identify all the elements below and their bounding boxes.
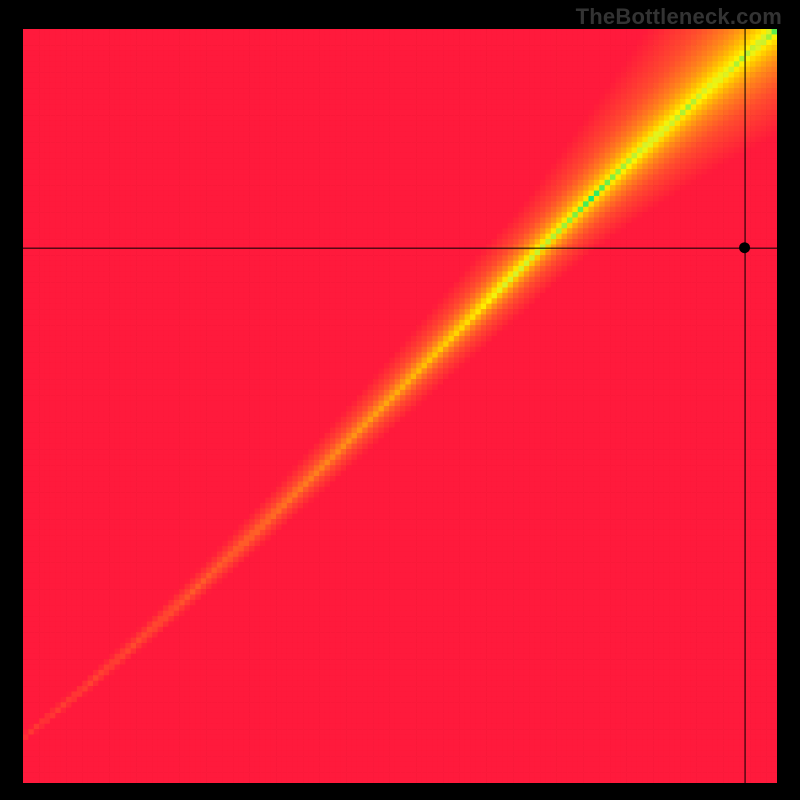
heatmap-canvas (23, 29, 777, 783)
watermark-text: TheBottleneck.com (576, 4, 782, 30)
bottleneck-heatmap (23, 29, 777, 783)
